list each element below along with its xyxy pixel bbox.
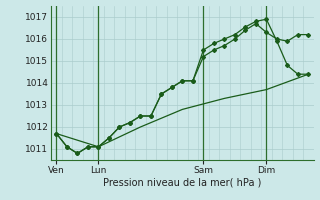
X-axis label: Pression niveau de la mer( hPa ): Pression niveau de la mer( hPa ) (103, 177, 261, 187)
